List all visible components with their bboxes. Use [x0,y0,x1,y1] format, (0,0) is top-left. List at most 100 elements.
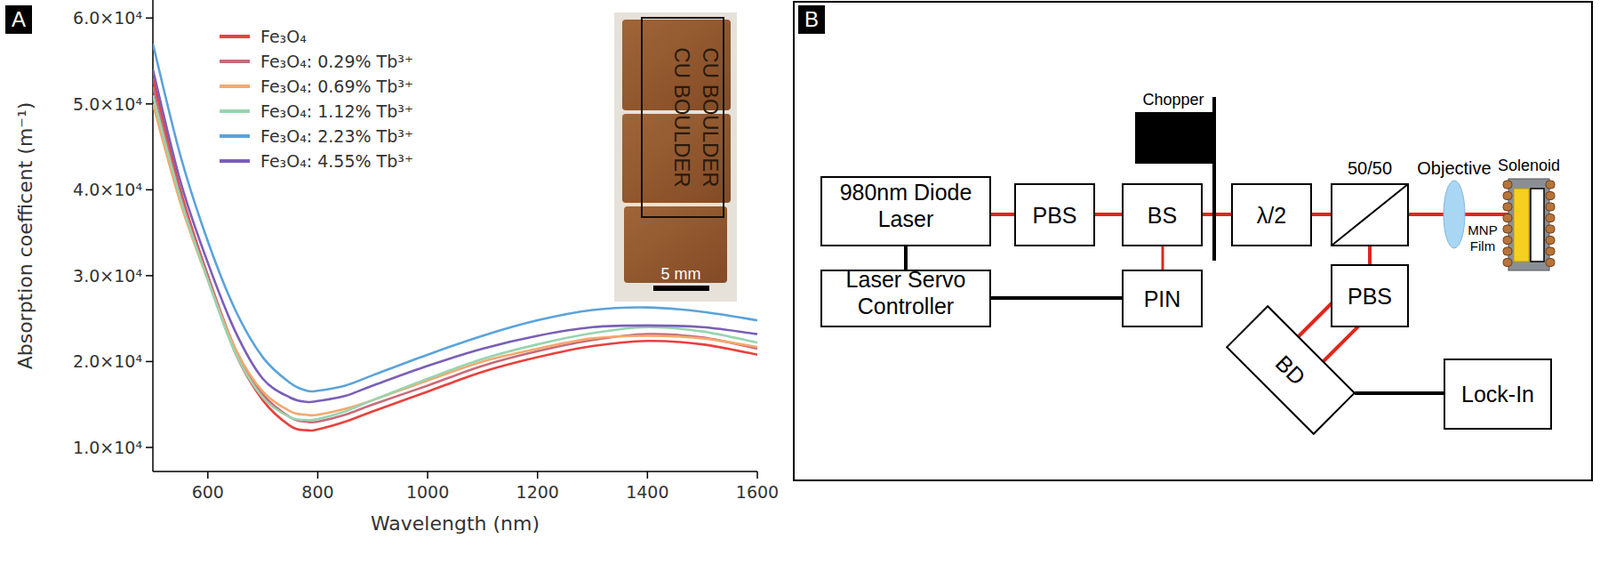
node-label-line: Laser Servo [846,266,967,292]
inset-text: CU BOULDER [698,47,723,187]
node-label: PBS [1032,202,1077,228]
series-line [152,95,758,420]
annotation: Chopper [1142,90,1204,109]
series-line [152,78,758,431]
node-label-line: 980nm Diode [840,179,973,205]
node: Lock-In [1444,359,1552,429]
chopper-blade [1212,96,1216,261]
node-box [1015,184,1095,246]
legend-label: Fe₃O₄: 4.55% Tb³⁺ [260,151,414,171]
coil-turn [1503,192,1512,200]
coil-turn [1503,258,1512,267]
panel-label-box [798,5,825,34]
coil-turn [1503,236,1512,245]
y-axis-title: Absorption coefficent (m⁻¹) [14,102,37,370]
y-tick-label: 4.0×10⁴ [72,179,143,200]
coil-turn [1545,236,1555,245]
panel-label: B [804,7,819,32]
node: PIN [1122,270,1202,327]
x-tick [647,471,649,479]
coil-turn [1545,247,1555,256]
beam [1298,303,1332,336]
coil-turn [1545,202,1555,211]
beam [1201,212,1232,216]
coil-turn [1503,214,1512,223]
series-line [152,69,758,402]
x-tick [536,471,539,479]
y-tick-label: 6.0×10⁴ [72,8,143,28]
y-tick [145,17,153,20]
legend-swatch [219,84,250,88]
beam [1311,212,1332,216]
node-box [1122,270,1202,327]
node-label: Laser ServoController [846,266,967,319]
panel-label: A [11,7,26,32]
node-label: BD [1271,350,1311,390]
x-tick [426,471,429,479]
y-tick-label: 5.0×10⁴ [72,94,143,114]
node-label-line: Laser [878,206,935,232]
node-label: BS [1147,202,1177,228]
x-tick-label: 1400 [625,481,669,502]
legend-swatch [219,159,250,163]
node: 980nm DiodeLaser [821,176,991,246]
panel-label-box [5,5,32,34]
x-tick [317,471,320,479]
y-tick [145,446,153,448]
annotation: Objective [1416,158,1491,178]
annotation: Solenoid [1497,156,1560,175]
annotation-line: Film [1470,238,1496,254]
series-line [152,87,758,423]
node-label: PIN [1144,286,1182,312]
coil-turn [1545,258,1555,267]
node-box [1226,305,1355,434]
cube-diagonal [1331,184,1408,246]
beam [1094,212,1123,216]
beam [1323,326,1359,361]
node: BS [1122,184,1202,246]
coil-turn [1503,224,1512,233]
panel-a: A1.0×10⁴2.0×10⁴3.0×10⁴4.0×10⁴5.0×10⁴6.0×… [5,0,779,535]
y-tick-label: 2.0×10⁴ [72,351,143,371]
y-tick [145,360,153,363]
legend-label: Fe₃O₄ [260,26,307,47]
x-axis [152,470,758,472]
wire [990,296,1123,300]
x-tick-label: 1000 [406,481,449,502]
scale-bar [653,285,710,291]
node-box [1122,184,1202,246]
beam-splitter-cube [1331,184,1408,246]
node: Laser ServoController [821,266,991,328]
node: PBS [1015,184,1095,246]
figure: A1.0×10⁴2.0×10⁴3.0×10⁴4.0×10⁴5.0×10⁴6.0×… [0,0,1600,572]
node-box [1232,184,1312,246]
y-tick [145,103,153,105]
node: λ/2 [1232,184,1312,246]
legend-label: Fe₃O₄: 2.23% Tb³⁺ [260,126,414,146]
node-box [821,176,991,246]
x-axis-title: Wavelength (nm) [370,512,540,535]
x-tick [207,471,209,479]
y-tick-label: 3.0×10⁴ [72,265,143,286]
node-box [1331,264,1408,327]
node-label: λ/2 [1256,202,1287,228]
node: PBS [1331,264,1408,327]
x-tick [756,471,759,479]
substrate [1530,188,1544,262]
inset-bg [614,12,737,302]
coil-turn [1503,202,1512,211]
scale-bar-label: 5 mm [661,264,702,283]
y-tick [145,274,153,277]
x-tick-label: 1600 [736,481,779,502]
x-tick-label: 800 [301,481,334,502]
panel-b: B Chopper 980nm DiodeLaser PBS BS λ/2 Laser Se… [793,1,1592,480]
legend-swatch [219,59,250,64]
objective-lens [1443,180,1465,248]
x-tick-label: 1200 [516,481,560,502]
legend: Fe₃O₄Fe₃O₄: 0.29% Tb³⁺Fe₃O₄: 0.69% Tb³⁺F… [219,26,414,171]
legend-label: Fe₃O₄: 0.69% Tb³⁺ [260,76,414,96]
chopper-body [1135,112,1213,164]
mnp-film [1513,188,1529,262]
legend-swatch [219,109,250,113]
node-label-line: Controller [857,293,954,319]
